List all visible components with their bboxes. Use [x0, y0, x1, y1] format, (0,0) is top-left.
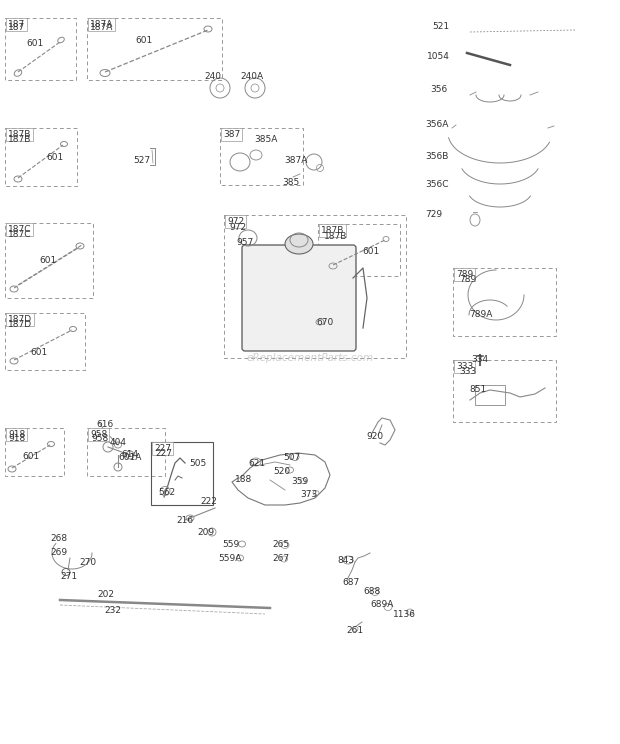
Text: 188: 188: [235, 475, 252, 484]
Text: 601: 601: [26, 39, 43, 48]
Bar: [220, 128, 303, 185]
Text: 621: 621: [248, 459, 265, 468]
Text: 601: 601: [135, 36, 153, 45]
Text: 385: 385: [282, 178, 299, 187]
Text: 505: 505: [189, 459, 206, 468]
Text: 187A: 187A: [90, 23, 113, 32]
Bar: [5, 128, 77, 186]
Text: 614: 614: [121, 450, 138, 459]
Ellipse shape: [285, 234, 313, 254]
Text: 187D: 187D: [8, 315, 32, 324]
Text: 227: 227: [155, 449, 172, 458]
Bar: [5, 428, 64, 476]
Text: 268: 268: [50, 534, 67, 543]
Bar: [87, 18, 222, 80]
Bar: [87, 428, 165, 476]
Text: 222: 222: [200, 497, 217, 506]
Bar: [151, 442, 213, 505]
Text: 187A: 187A: [90, 20, 113, 29]
Text: 601: 601: [46, 153, 63, 162]
Text: 209: 209: [197, 528, 214, 537]
Bar: [224, 215, 406, 358]
Text: 227: 227: [154, 444, 171, 453]
Text: 216: 216: [176, 516, 193, 525]
Text: 356B: 356B: [425, 152, 448, 161]
Text: 601A: 601A: [118, 453, 141, 462]
Text: 559: 559: [222, 540, 239, 549]
Text: 265: 265: [272, 540, 289, 549]
Text: 601: 601: [39, 256, 56, 265]
Text: 356C: 356C: [425, 180, 448, 189]
Text: 373: 373: [300, 490, 317, 499]
Text: 670: 670: [316, 318, 334, 327]
Text: 187D: 187D: [8, 320, 32, 329]
Text: 187B: 187B: [321, 226, 344, 235]
Text: 187C: 187C: [8, 225, 32, 234]
Bar: [5, 313, 85, 370]
Text: 270: 270: [79, 558, 96, 567]
Text: 729: 729: [425, 210, 442, 219]
Text: 187: 187: [8, 20, 25, 29]
Text: 843: 843: [337, 556, 354, 565]
Bar: [453, 360, 556, 422]
Text: 687: 687: [342, 578, 359, 587]
Text: 918: 918: [8, 434, 25, 443]
Text: 601: 601: [22, 452, 39, 461]
Text: 520: 520: [273, 467, 290, 476]
Text: 958: 958: [91, 434, 108, 443]
Text: 356A: 356A: [425, 120, 448, 129]
Text: 920: 920: [366, 432, 383, 441]
Text: 261: 261: [346, 626, 363, 635]
Text: eReplacementParts.com: eReplacementParts.com: [246, 353, 374, 363]
Text: 957: 957: [236, 238, 253, 247]
Bar: [5, 223, 93, 298]
Text: 385A: 385A: [254, 135, 277, 144]
Text: 187B: 187B: [8, 135, 32, 144]
Text: 689A: 689A: [370, 600, 393, 609]
Bar: [5, 18, 76, 80]
Text: 359: 359: [291, 477, 308, 486]
Bar: [453, 268, 556, 336]
Text: 972: 972: [229, 223, 246, 232]
Text: 356: 356: [430, 85, 447, 94]
Text: 972: 972: [227, 217, 244, 226]
Bar: [475, 385, 505, 405]
Text: 187: 187: [8, 23, 25, 32]
Text: 559A: 559A: [218, 554, 241, 563]
Text: 387: 387: [223, 130, 241, 139]
Text: 527: 527: [133, 156, 150, 165]
Text: 616: 616: [96, 420, 113, 429]
Text: 562: 562: [158, 488, 175, 497]
Text: 789: 789: [456, 270, 473, 279]
Text: 271: 271: [60, 572, 77, 581]
Text: 202: 202: [97, 590, 114, 599]
Text: 232: 232: [104, 606, 121, 615]
Text: 267: 267: [272, 554, 289, 563]
Text: 688: 688: [363, 587, 380, 596]
FancyBboxPatch shape: [242, 245, 356, 351]
Text: 521: 521: [432, 22, 449, 31]
Text: 958: 958: [90, 430, 107, 439]
Text: 1136: 1136: [393, 610, 416, 619]
Text: 240: 240: [204, 72, 221, 81]
Text: 269: 269: [50, 548, 67, 557]
Text: 240A: 240A: [240, 72, 263, 81]
Text: 334: 334: [471, 355, 488, 364]
Text: 601: 601: [30, 348, 47, 357]
Text: 387A: 387A: [284, 156, 308, 165]
Text: 507: 507: [283, 453, 300, 462]
Bar: [318, 224, 400, 276]
Text: 1054: 1054: [427, 52, 450, 61]
Text: 851: 851: [469, 385, 486, 394]
Text: 333: 333: [459, 367, 476, 376]
Text: 187C: 187C: [8, 230, 32, 239]
Text: 601: 601: [362, 247, 379, 256]
Text: 333: 333: [456, 362, 473, 371]
Text: 187B: 187B: [8, 130, 32, 139]
Text: 789A: 789A: [469, 310, 492, 319]
Text: 187B: 187B: [324, 232, 347, 241]
Text: 404: 404: [110, 438, 127, 447]
Text: 789: 789: [459, 275, 476, 284]
Text: 918: 918: [8, 430, 25, 439]
